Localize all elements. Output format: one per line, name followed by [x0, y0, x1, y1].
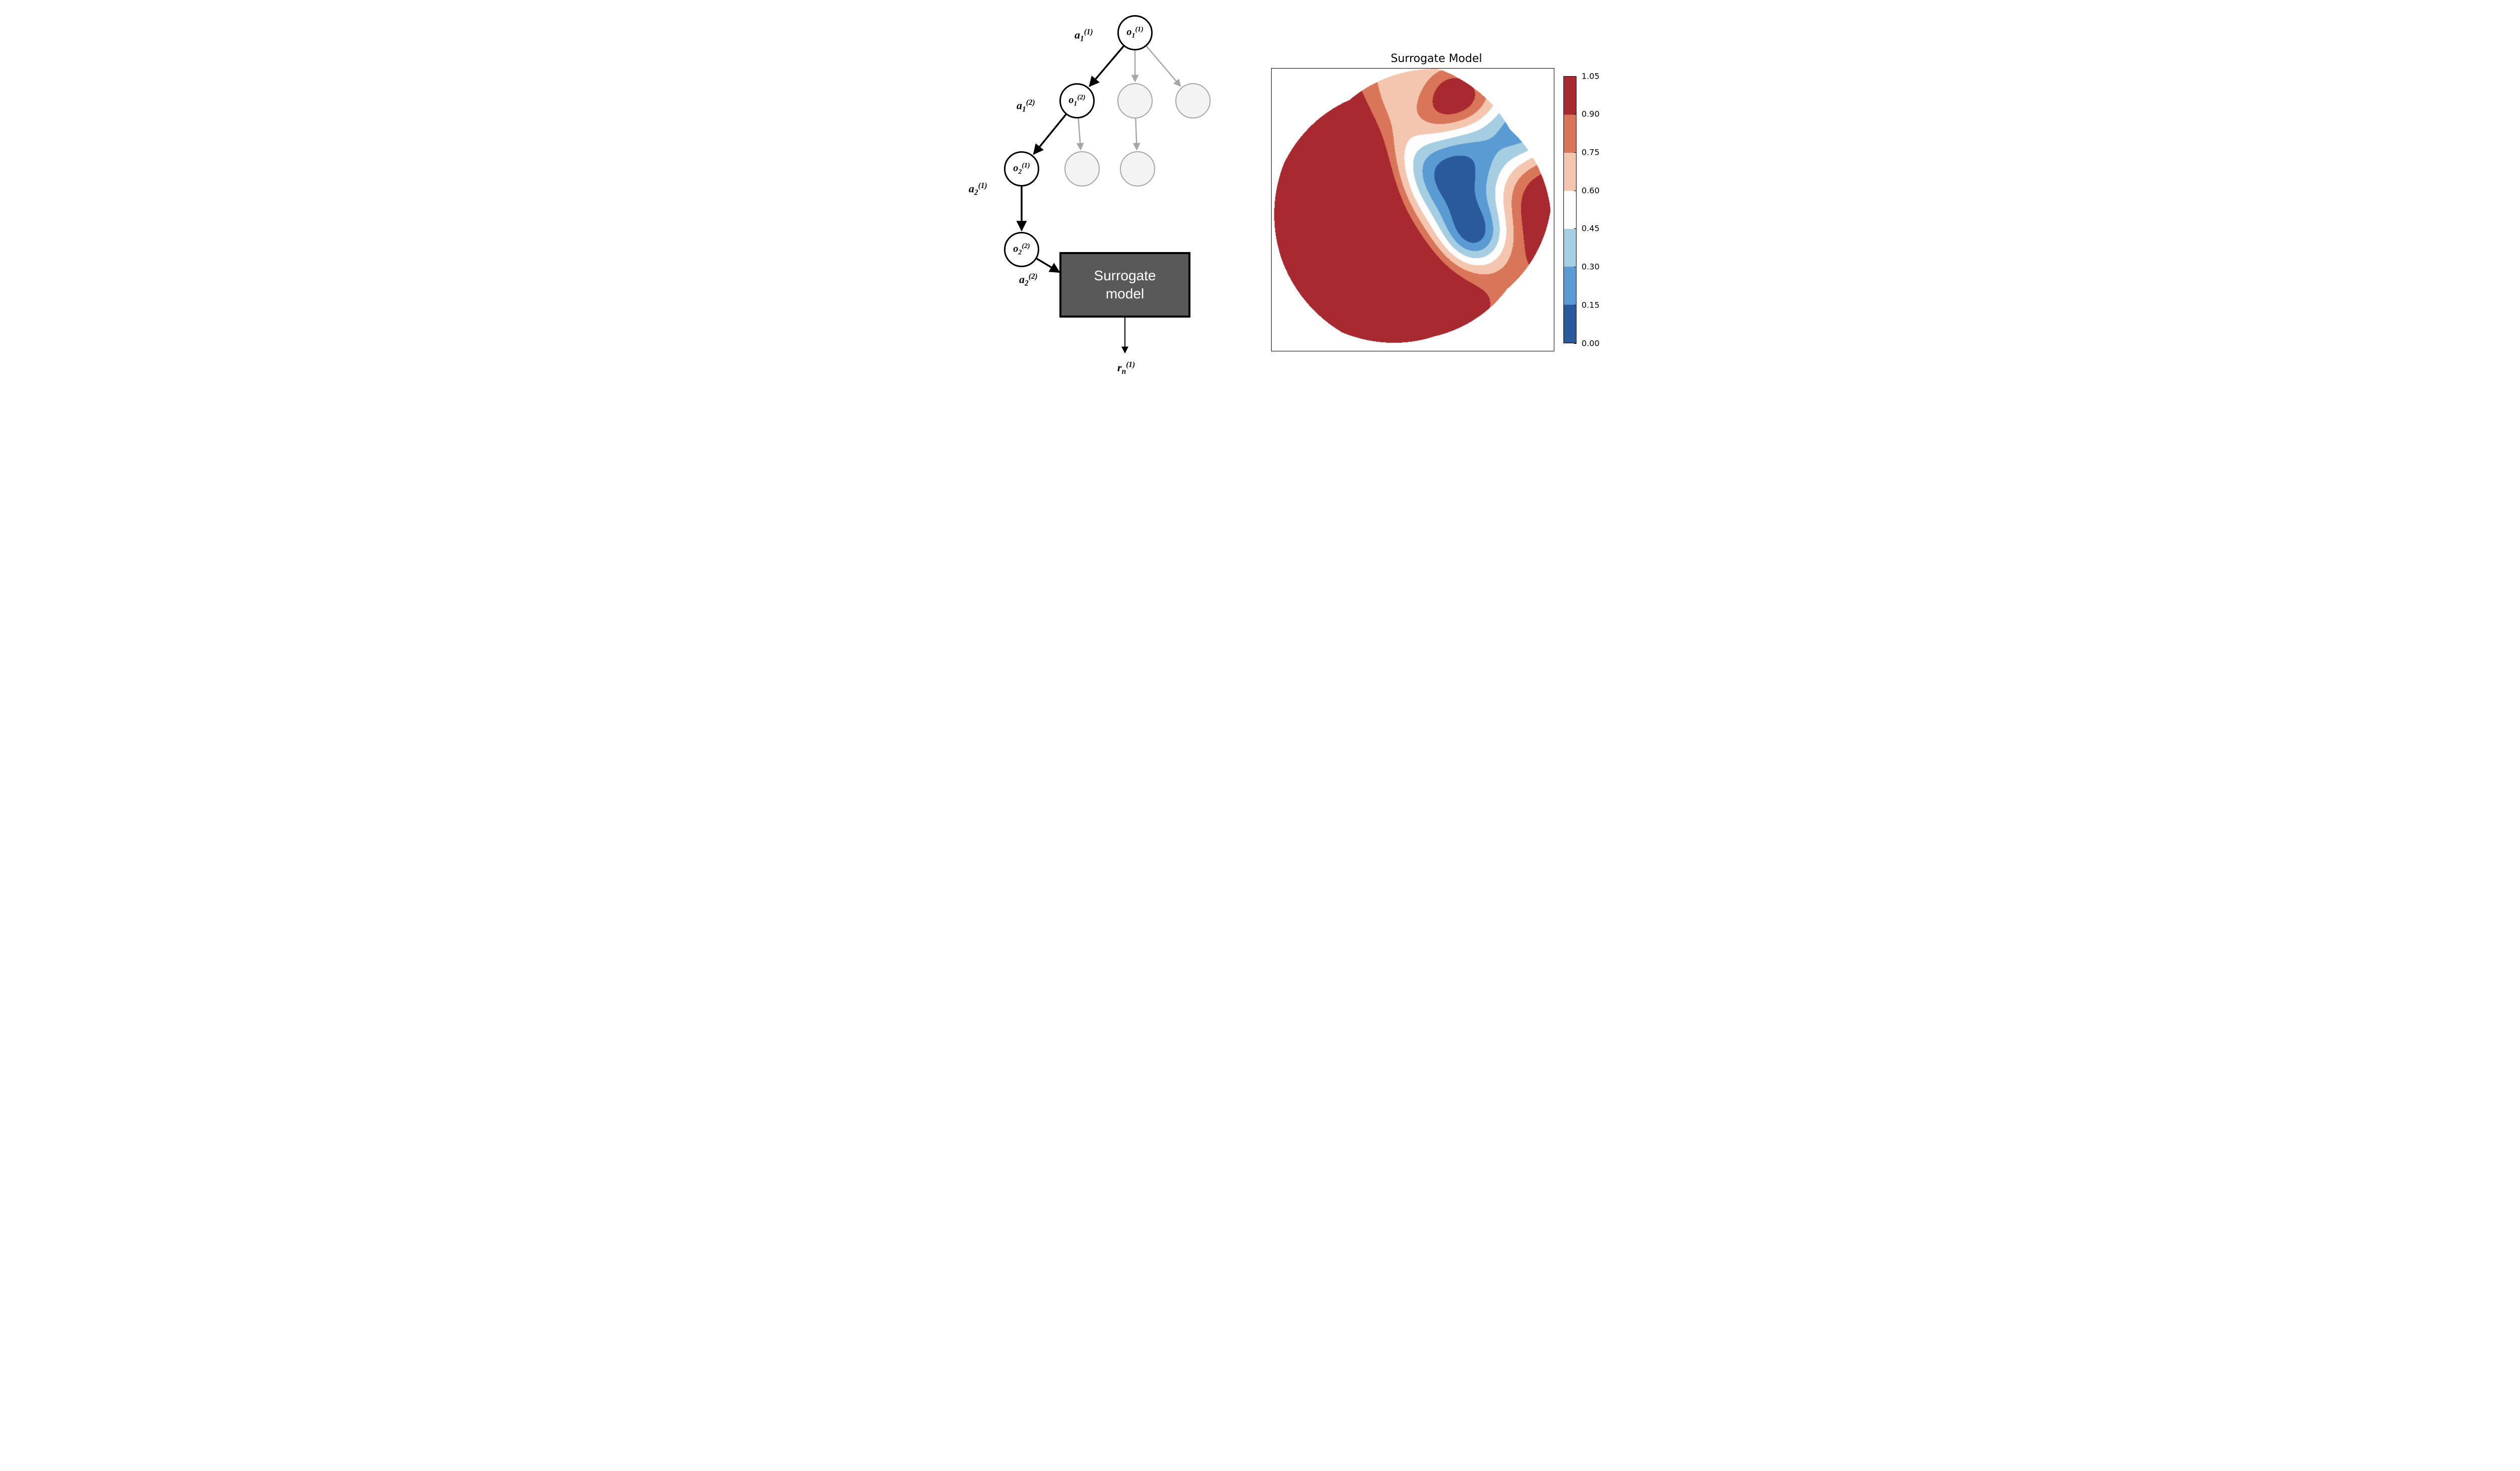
colorbar-tick-0: 0.00: [1582, 338, 1600, 348]
heatmap-frame: [1271, 68, 1554, 351]
heatmap-panel: Surrogate Model 0.00 0.15 0.30 0.45 0.60 0.75…: [1271, 52, 1602, 351]
tree-node-g3: [1064, 151, 1100, 187]
colorbar-ticks: 0.000.150.300.450.600.750.901.05: [1577, 76, 1602, 343]
surrogate-model-box: Surrogatemodel: [1059, 252, 1190, 318]
surrogate-model-label: Surrogatemodel: [1094, 267, 1156, 303]
tree-node-g1: [1117, 83, 1153, 118]
edge-label-3: a2(2): [1019, 272, 1038, 288]
output-reward-label: rn(1): [1117, 360, 1135, 377]
edge-label-0: a1(1): [1075, 28, 1093, 44]
colorbar-tick-2: 0.30: [1582, 262, 1600, 272]
colorbar: 0.000.150.300.450.600.750.901.05: [1563, 76, 1602, 343]
colorbar-tick-5: 0.75: [1582, 147, 1600, 157]
colorbar-gradient: [1563, 76, 1577, 343]
tree-node-o2_2: o2(2): [1004, 232, 1039, 267]
colorbar-tick-7: 1.05: [1582, 71, 1600, 81]
heatmap-canvas: [1272, 69, 1554, 351]
edges-svg: [918, 10, 1231, 393]
colorbar-tick-1: 0.15: [1582, 300, 1600, 310]
edge-label-2: a2(1): [969, 181, 987, 198]
colorbar-tick-4: 0.60: [1582, 186, 1600, 195]
colorbar-tick-3: 0.45: [1582, 224, 1600, 233]
tree-node-o1_2: o1(2): [1059, 83, 1095, 118]
tree-node-g4: [1120, 151, 1155, 187]
edge-label-1: a1(2): [1017, 98, 1035, 114]
tree-node-g2: [1175, 83, 1211, 118]
tree-node-o2_1: o2(1): [1004, 151, 1039, 187]
tree-node-o1_1: o1(1): [1117, 15, 1153, 50]
colorbar-tick-6: 0.90: [1582, 109, 1600, 119]
heatmap-title: Surrogate Model: [1391, 52, 1482, 65]
tree-diagram: o1(1) o1(2) o2(1) o2(2) a1(1) a1(2) a2(1) a2(2)…: [918, 10, 1231, 393]
